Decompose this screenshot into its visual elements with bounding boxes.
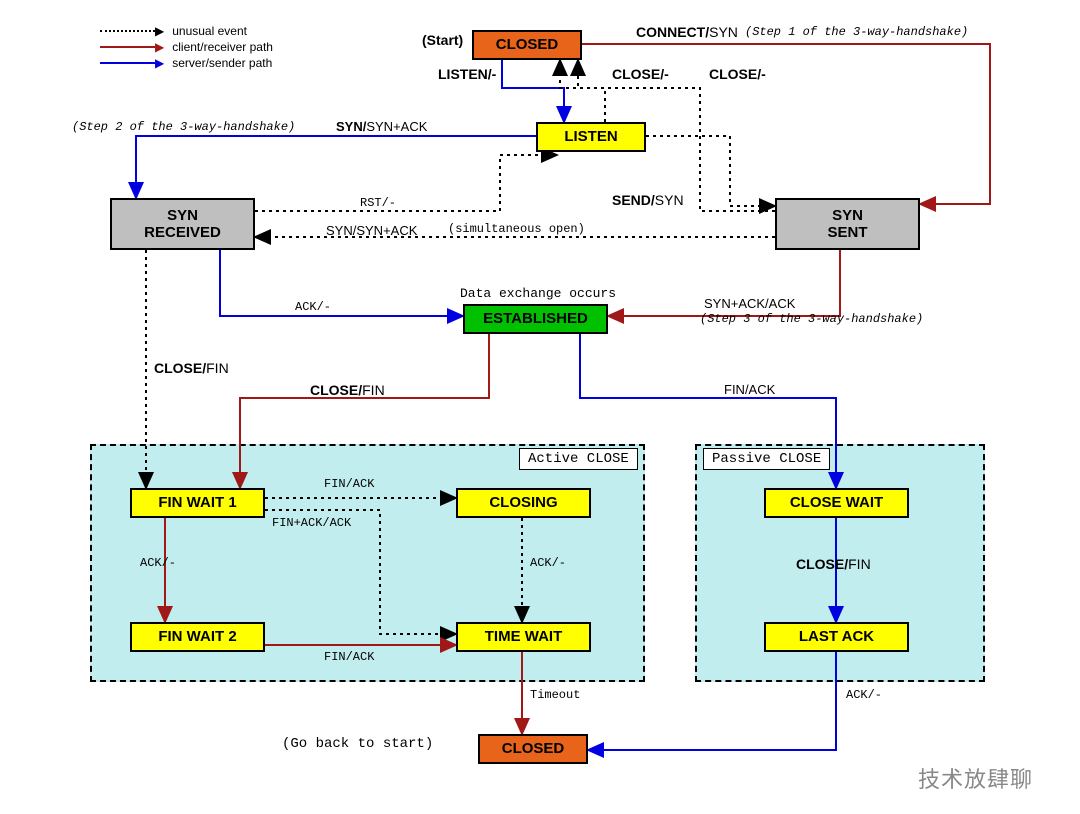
label-12: Data exchange occurs bbox=[460, 286, 616, 301]
label-10: SYN/SYN+ACK bbox=[326, 223, 417, 238]
legend-text: unusual event bbox=[172, 24, 247, 38]
label-23: CLOSE/FIN bbox=[796, 556, 871, 572]
node-closed_bot: CLOSED bbox=[478, 734, 588, 764]
label-15: (Step 3 of the 3-way-handshake) bbox=[700, 312, 923, 326]
node-closed_top: CLOSED bbox=[472, 30, 582, 60]
label-26: ACK/- bbox=[846, 688, 882, 702]
legend-arrow-icon: ▶ bbox=[155, 24, 164, 38]
label-25: Timeout bbox=[530, 688, 580, 702]
label-6: (Step 2 of the 3-way-handshake) bbox=[72, 120, 295, 134]
region-label-passive: Passive CLOSE bbox=[703, 448, 830, 470]
label-19: FIN/ACK bbox=[324, 477, 374, 491]
edge-e-listen-down bbox=[502, 60, 564, 122]
legend-row-0: ▶ unusual event bbox=[100, 24, 247, 38]
region-label-active: Active CLOSE bbox=[519, 448, 638, 470]
label-5: CLOSE/- bbox=[709, 66, 766, 82]
node-finwait1: FIN WAIT 1 bbox=[130, 488, 265, 518]
label-14: SYN+ACK/ACK bbox=[704, 296, 795, 311]
label-9: SEND/SYN bbox=[612, 192, 684, 208]
watermark: 技术放肆聊 bbox=[918, 762, 1033, 794]
label-7: SYN/SYN+ACK bbox=[336, 119, 427, 134]
tcp-state-diagram: Active CLOSE Passive CLOSE CLOSED LISTEN SYN… bbox=[0, 0, 1080, 814]
edge-e-ack-to-est bbox=[220, 250, 463, 316]
legend-line-icon bbox=[100, 62, 155, 64]
edge-e-close-listen bbox=[560, 60, 605, 122]
label-17: CLOSE/FIN bbox=[310, 382, 385, 398]
label-0: (Start) bbox=[422, 32, 463, 48]
edge-e-la-closed bbox=[588, 652, 836, 750]
node-syn_sent: SYN SENT bbox=[775, 198, 920, 250]
label-2: (Step 1 of the 3-way-handshake) bbox=[745, 25, 968, 39]
node-syn_recv: SYN RECEIVED bbox=[110, 198, 255, 250]
edge-e-syn-synack bbox=[136, 136, 536, 198]
node-closing: CLOSING bbox=[456, 488, 591, 518]
label-16: CLOSE/FIN bbox=[154, 360, 229, 376]
legend-arrow-icon: ▶ bbox=[155, 56, 164, 70]
label-22: ACK/- bbox=[530, 556, 566, 570]
node-closewait: CLOSE WAIT bbox=[764, 488, 909, 518]
label-21: ACK/- bbox=[140, 556, 176, 570]
label-20: FIN+ACK/ACK bbox=[272, 516, 351, 530]
node-established: ESTABLISHED bbox=[463, 304, 608, 334]
node-lastack: LAST ACK bbox=[764, 622, 909, 652]
legend-arrow-icon: ▶ bbox=[155, 40, 164, 54]
label-1: CONNECT/SYN bbox=[636, 24, 738, 40]
legend-line-icon bbox=[100, 30, 155, 32]
label-13: ACK/- bbox=[295, 300, 331, 314]
edge-e-close-fin-est bbox=[240, 334, 489, 488]
label-3: LISTEN/- bbox=[438, 66, 496, 82]
legend-text: client/receiver path bbox=[172, 40, 273, 54]
label-11: (simultaneous open) bbox=[448, 222, 585, 236]
label-27: (Go back to start) bbox=[282, 736, 433, 752]
node-listen: LISTEN bbox=[536, 122, 646, 152]
label-18: FIN/ACK bbox=[724, 382, 775, 397]
legend-row-2: ▶ server/sender path bbox=[100, 56, 272, 70]
node-finwait2: FIN WAIT 2 bbox=[130, 622, 265, 652]
label-8: RST/- bbox=[360, 196, 396, 210]
node-timewait: TIME WAIT bbox=[456, 622, 591, 652]
label-4: CLOSE/- bbox=[612, 66, 669, 82]
edge-e-rst bbox=[255, 155, 557, 211]
legend-line-icon bbox=[100, 46, 155, 48]
label-24: FIN/ACK bbox=[324, 650, 374, 664]
legend-row-1: ▶ client/receiver path bbox=[100, 40, 273, 54]
legend-text: server/sender path bbox=[172, 56, 272, 70]
